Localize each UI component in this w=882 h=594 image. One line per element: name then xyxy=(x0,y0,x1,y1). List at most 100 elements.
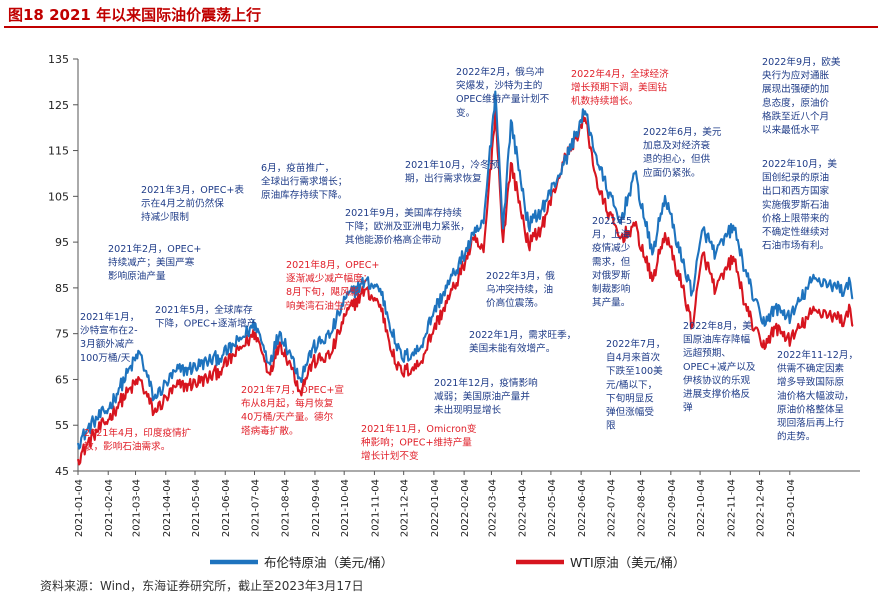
annotation-line: 持减少限制 xyxy=(141,211,189,223)
annotation-line: 需求，但 xyxy=(592,256,631,268)
annotation-line: 2021年4月，印度疫情扩 xyxy=(84,427,192,439)
series-layer xyxy=(76,90,854,466)
annotation: 2021年9月，美国库存持续下降；欧洲及亚洲电力紧张，其他能源价格高企带动 xyxy=(345,207,470,246)
x-tick-label: 2021-08-04 xyxy=(281,479,292,537)
annotation: 2022年9月，欧美央行为应对通胀展现出强硬的加息态度，原油价格跌至近八个月以来… xyxy=(762,56,841,136)
annotation: 2022年10月，美国创纪录的原油出口和西方国家实施俄罗斯石油价格上限带来的不确… xyxy=(762,158,837,252)
annotation-line: 石油市场有利。 xyxy=(762,240,829,252)
annotation-line: 2021年9月，美国库存持续 xyxy=(345,207,462,219)
annotation: 2022年8月，美国原油库存降幅远超预期、 OPEC+减产以及伊核协议的乐观进展支… xyxy=(683,320,756,414)
annotation-line: 2021年10月，冷冬预 xyxy=(405,159,500,171)
x-tick-label: 2021-09-04 xyxy=(311,479,322,537)
annotation: 6月，疫苗推广， 全球出行需求增长；原油库存持续下降。 xyxy=(261,162,347,201)
x-tick-label: 2022-05-04 xyxy=(547,479,558,537)
x-tick-label: 2022-06-04 xyxy=(577,479,588,537)
x-tick-label: 2022-09-04 xyxy=(667,479,678,537)
x-tick-label: 2022-07-04 xyxy=(606,479,617,537)
annotation-line: 增多导致国际原 xyxy=(777,376,845,388)
y-tick-label: 135 xyxy=(48,53,69,66)
annotation-line: 2022年6月，美元 xyxy=(643,126,722,138)
x-tick-label: 2022-08-04 xyxy=(637,479,648,537)
y-ticks: 45 55 65 75 85 95 105 115 125 135 xyxy=(48,53,78,478)
x-tick-label: 2021-06-04 xyxy=(221,479,232,537)
x-tick-label: 2021-07-04 xyxy=(250,479,261,537)
x-ticks: 2021-01-04 2021-02-04 2021-03-04 2021-04-04… xyxy=(74,471,797,537)
annotation-line: 远超预期、 xyxy=(683,347,731,359)
annotation-line: 2021年11月，Omicron变 xyxy=(361,423,477,435)
annotation-line: 价高位震荡。 xyxy=(486,297,544,309)
annotation-line: 2022年3月，俄 xyxy=(486,270,555,282)
annotation-line: 下旬明显反 xyxy=(606,392,654,404)
annotation-line: 国创纪录的原油 xyxy=(762,172,829,184)
annotation-line: 逐渐减少减产幅度； xyxy=(286,273,372,285)
annotation-line: 国原油库存降幅 xyxy=(683,334,751,346)
annotation: 2022年11-12月， 供需不确定因素增多导致国际原油价格大幅波动，原油价格整体… xyxy=(777,349,858,443)
annotation-line: 变。 xyxy=(456,107,475,119)
annotation-line: 对俄罗斯 xyxy=(592,269,631,281)
annotation-line: 2022年8月，美 xyxy=(683,320,752,332)
annotation-line: 油价格大幅波动， xyxy=(777,390,854,402)
annotation-line: 突爆发，沙特为主的 xyxy=(456,80,542,92)
annotation-line: 布从8月起，每月恢复 xyxy=(241,398,334,410)
annotation-line: 供需不确定因素 xyxy=(777,363,845,375)
annotation-line: 不确定性继续对 xyxy=(762,226,830,238)
annotation-line: 展现出强硬的加 xyxy=(762,83,829,95)
x-tick-label: 2022-04-04 xyxy=(518,479,529,537)
series-line-brent xyxy=(76,90,854,450)
annotation-line: 2022年11-12月， xyxy=(777,349,858,361)
annotation-line: 2022年4月，全球经济 xyxy=(571,68,669,80)
annotation-line: 2022年1月，需求旺季， xyxy=(469,329,576,341)
annotation-line: 疫情减少 xyxy=(592,242,631,254)
annotation: 2021年1月， 沙特宣布在2-3月额外减产 100万桶/天 xyxy=(80,311,139,364)
legend: 布伦特原油（美元/桶） WTI原油（美元/桶） xyxy=(210,555,685,570)
annotation-line: 减弱；美国原油产量并 xyxy=(434,391,530,403)
annotation: 2021年10月，冷冬预期，出行需求恢复 xyxy=(405,159,500,185)
annotation: 2022年7月， 自4月来首次下跌至100美元/桶以下，下旬明显反弹但涨幅受限 xyxy=(606,338,665,432)
annotation-line: 2022年2月，俄乌冲 xyxy=(456,66,544,78)
y-tick-label: 55 xyxy=(55,419,69,432)
annotation-line: 制裁影响 xyxy=(592,283,630,295)
annotation-line: 弹但涨幅受 xyxy=(606,406,654,418)
annotation-line: 全球出行需求增长； xyxy=(261,176,347,188)
annotation-line: 2021年7月，OPEC+宣 xyxy=(241,384,344,396)
annotation-line: 自4月来首次 xyxy=(606,352,660,364)
annotation-line: 元/桶以下， xyxy=(606,379,657,391)
annotation-line: 期，出行需求恢复 xyxy=(405,173,482,185)
annotation: 2021年5月，全球库存下降，OPEC+逐渐增产 xyxy=(155,304,256,330)
annotation-line: 影响原油产量 xyxy=(108,270,166,282)
x-tick-label: 2021-12-04 xyxy=(400,479,411,537)
y-tick-label: 105 xyxy=(48,190,69,203)
annotation-line: 持续减产；美国严寒 xyxy=(108,257,195,269)
annotation-line: 未出现明显增长 xyxy=(434,404,502,416)
annotation-line: 央行为应对通胀 xyxy=(762,70,830,82)
figure-title: 图18 2021 年以来国际油价震荡上行 xyxy=(8,6,262,24)
annotation-line: 100万桶/天 xyxy=(80,352,131,364)
y-tick-label: 75 xyxy=(55,328,69,341)
annotation: 2021年7月，OPEC+宣布从8月起，每月恢复 40万桶/天产量。德尔塔病毒扩散… xyxy=(241,384,344,437)
annotation-line: 原油价格整体呈 xyxy=(777,403,844,415)
x-tick-label: 2021-10-04 xyxy=(340,479,351,537)
annotation: 2021年3月，OPEC+表示在4月之前仍然保持减少限制 xyxy=(141,184,244,223)
annotation-line: 沙特宣布在2- xyxy=(80,325,138,337)
annotation-line: 以来最低水平 xyxy=(762,124,820,136)
annotation-line: 出口和西方国家 xyxy=(762,185,830,197)
annotation-line: 下降，OPEC+逐渐增产 xyxy=(155,318,256,330)
y-tick-label: 85 xyxy=(55,282,69,295)
x-tick-label: 2021-01-04 xyxy=(74,479,85,537)
annotation-line: 加息及对经济衰 xyxy=(643,140,711,152)
y-tick-label: 95 xyxy=(55,236,69,249)
annotation-line: 塔病毒扩散。 xyxy=(241,425,299,437)
annotation-line: 其他能源价格高企带动 xyxy=(345,234,441,246)
annotation-line: 美国未能有效增产。 xyxy=(469,343,555,355)
annotation-line: 2022年7月， xyxy=(606,338,665,350)
annotation-line: 下跌至100美 xyxy=(606,365,663,377)
annotation-line: 6月，疫苗推广， xyxy=(261,162,334,174)
annotation-line: 8月下旬，飓风影 xyxy=(286,286,360,298)
x-tick-label: 2021-04-04 xyxy=(162,479,173,537)
annotation-line: 弹 xyxy=(683,402,693,414)
annotation-line: 2021年1月， xyxy=(80,311,139,323)
annotation-line: 格跌至近八个月 xyxy=(762,110,829,122)
annotation-line: 进展支撑价格反 xyxy=(683,388,750,400)
y-tick-label: 125 xyxy=(48,99,69,112)
y-tick-label: 45 xyxy=(55,465,69,478)
